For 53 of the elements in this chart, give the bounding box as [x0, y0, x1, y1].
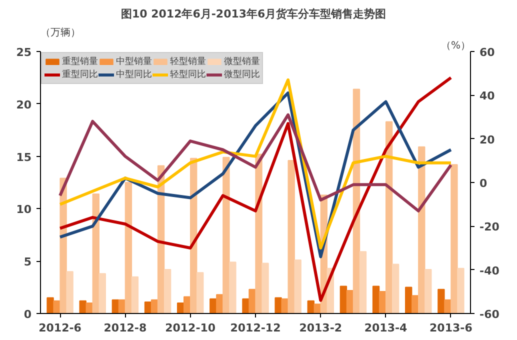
bar	[131, 276, 139, 314]
y-tick-label: 15	[16, 150, 32, 164]
legend-label: 轻型销量	[170, 56, 206, 68]
x-tick-label: 2013-6	[430, 322, 473, 334]
bar	[222, 156, 230, 314]
legend-label: 微型同比	[224, 68, 260, 81]
legend-label: 中型销量	[116, 56, 152, 68]
y2-tick-label: 40	[480, 90, 496, 103]
bar	[196, 272, 204, 314]
y2-tick-label: -60	[480, 308, 500, 321]
bar	[424, 268, 432, 314]
bar	[359, 251, 367, 314]
bar	[255, 154, 262, 314]
bar	[164, 268, 172, 314]
x-tick-label: 2012-10	[165, 322, 216, 334]
y2-tick-label: -20	[480, 220, 500, 234]
legend-label: 中型同比	[116, 68, 152, 81]
legend-label: 微型销量	[224, 56, 260, 68]
y-axis-title: （万辆）	[40, 26, 80, 38]
bar	[450, 164, 458, 314]
line-series	[58, 113, 452, 212]
bar	[288, 160, 295, 314]
chart-title: 图10 2012年6月-2013年6月货车分车型销售走势图	[120, 8, 386, 20]
x-tick-label: 2012-8	[104, 322, 147, 334]
bar	[405, 286, 412, 314]
y-tick-label: 5	[24, 256, 32, 269]
y-tick-label: 0	[24, 308, 32, 321]
x-tick-label: 2013-4	[364, 322, 408, 334]
legend-label: 轻型同比	[170, 68, 206, 81]
bar	[262, 262, 269, 314]
bar	[438, 288, 445, 314]
legend-label: 重型销量	[62, 56, 98, 68]
y-tick-label: 25	[16, 46, 32, 59]
bar	[392, 264, 400, 314]
y2-tick-label: 60	[480, 46, 496, 59]
y2-axis-title: （%）	[441, 40, 471, 52]
y-tick-label: 20	[16, 98, 32, 112]
x-tick-label: 2012-6	[38, 322, 82, 334]
bar	[229, 262, 236, 314]
x-tick-label: 2013-2	[299, 322, 342, 334]
bar	[46, 297, 54, 314]
bar	[457, 268, 464, 314]
bar	[294, 260, 302, 314]
y2-tick-label: -40	[480, 264, 500, 278]
y2-tick-label: 0	[480, 177, 488, 190]
x-tick-label: 2012-12	[230, 322, 281, 334]
y2-tick-label: 20	[480, 133, 496, 146]
bar	[98, 273, 106, 314]
bar	[372, 286, 380, 314]
y-tick-label: 10	[16, 203, 32, 216]
bar	[66, 271, 74, 314]
bar	[124, 182, 132, 314]
legend-label: 重型同比	[62, 68, 98, 81]
